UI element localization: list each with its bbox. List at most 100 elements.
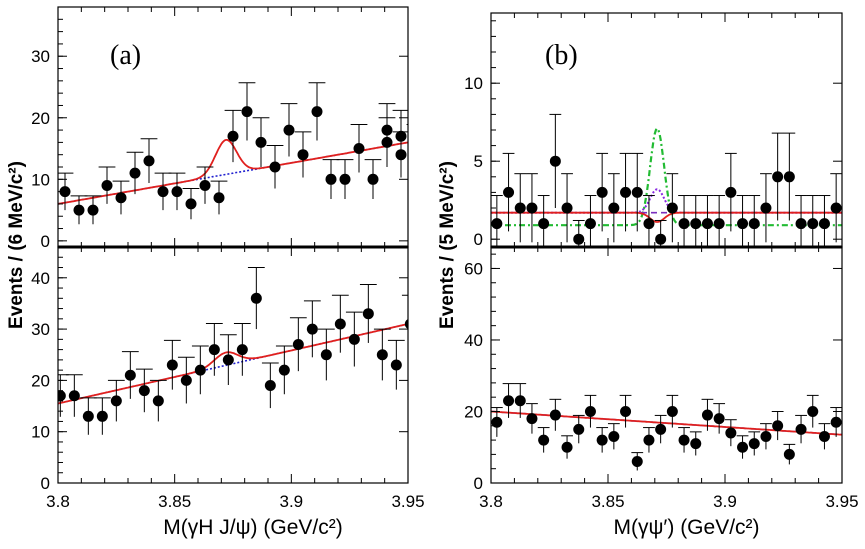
frame-a-bottom: [57, 246, 409, 484]
data-point: [222, 354, 234, 366]
data-point: [620, 405, 632, 417]
data-point: [725, 427, 737, 439]
data-point: [549, 409, 561, 421]
data-point: [213, 192, 225, 204]
y-tick-label-b: 60: [464, 259, 483, 278]
data-point: [608, 431, 620, 443]
data-point: [143, 155, 155, 167]
data-point: [208, 344, 220, 356]
data-point: [748, 438, 760, 450]
data-point: [643, 218, 655, 230]
data-point: [503, 395, 515, 407]
data-point: [737, 441, 749, 453]
data-point: [87, 204, 99, 216]
data-point: [58, 390, 66, 402]
data-point: [491, 218, 503, 230]
data-point: [608, 202, 620, 214]
data-point: [311, 106, 323, 118]
data-point: [73, 204, 85, 216]
data-point: [830, 416, 842, 428]
data-point: [138, 385, 150, 397]
data-point: [166, 359, 178, 371]
plot-area-b-top: [491, 113, 842, 247]
data-point: [236, 344, 248, 356]
y-tick-label-b: 5: [474, 152, 483, 171]
data-point: [690, 218, 702, 230]
data-point: [701, 409, 713, 421]
y-tick-label-a: 20: [31, 109, 50, 128]
data-point: [278, 364, 290, 376]
data-point: [115, 192, 127, 204]
data-point: [503, 186, 515, 198]
panel-label-b: (b): [545, 40, 578, 71]
x-axis-title-b: M(γψ′) (GeV/c²): [613, 516, 759, 539]
data-point: [830, 202, 842, 214]
y-tick-label-a: 30: [31, 320, 50, 339]
data-point: [381, 136, 393, 148]
data-point: [367, 173, 379, 185]
x-tick-label-a: 3.85: [158, 492, 191, 511]
data-point: [760, 202, 772, 214]
data-point: [227, 130, 239, 142]
data-point: [334, 318, 346, 330]
data-point: [325, 173, 337, 185]
data-point: [737, 218, 749, 230]
data-point: [514, 202, 526, 214]
y-tick-label-a: 0: [41, 474, 50, 493]
data-point: [760, 431, 772, 443]
data-point: [596, 186, 608, 198]
data-point: [655, 233, 667, 245]
y-axis-title-a: Events / (6 MeV/c²): [6, 161, 27, 329]
y-tick-label-b: 0: [474, 230, 483, 249]
data-point: [783, 448, 795, 460]
data-point: [152, 395, 164, 407]
data-point: [713, 218, 725, 230]
data-point: [772, 420, 784, 432]
data-point: [631, 186, 643, 198]
data-point: [807, 218, 819, 230]
x-tick-label-a: 3.95: [391, 492, 424, 511]
expected-signal-curve: [491, 126, 842, 227]
data-point: [129, 167, 141, 179]
data-point: [701, 218, 713, 230]
y-tick-label-a: 10: [31, 423, 50, 442]
data-point: [526, 413, 538, 425]
data-point: [573, 233, 585, 245]
total-fit-curve: [491, 211, 842, 223]
data-point: [584, 218, 596, 230]
data-point: [807, 405, 819, 417]
total-fit-curve: [491, 410, 842, 436]
data-point: [353, 143, 365, 155]
data-point: [725, 186, 737, 198]
data-point: [110, 395, 122, 407]
data-point: [772, 171, 784, 183]
data-point: [320, 349, 332, 361]
data-point: [180, 374, 192, 386]
x-tick-label-b: 3.85: [591, 492, 624, 511]
data-point: [199, 179, 211, 191]
data-point: [376, 349, 388, 361]
data-point: [561, 202, 573, 214]
data-point: [666, 202, 678, 214]
data-point: [666, 405, 678, 417]
y-tick-label-a: 10: [31, 170, 50, 189]
data-point: [690, 438, 702, 450]
data-point: [292, 338, 304, 350]
data-point: [283, 124, 295, 136]
x-axis-title-a: M(γH J/ψ) (GeV/c²): [163, 516, 342, 539]
y-tick-label-b: 40: [464, 331, 483, 350]
data-point: [596, 434, 608, 446]
data-point: [171, 186, 183, 198]
data-point: [241, 106, 253, 118]
x-tick-label-b: 3.9: [713, 492, 737, 511]
data-point: [491, 416, 503, 428]
data-point: [538, 434, 550, 446]
data-point: [348, 333, 360, 345]
data-point: [96, 410, 108, 422]
data-point: [157, 186, 169, 198]
data-point: [713, 413, 725, 425]
data-point: [620, 186, 632, 198]
y-tick-label-a: 30: [31, 47, 50, 66]
data-point: [678, 434, 690, 446]
